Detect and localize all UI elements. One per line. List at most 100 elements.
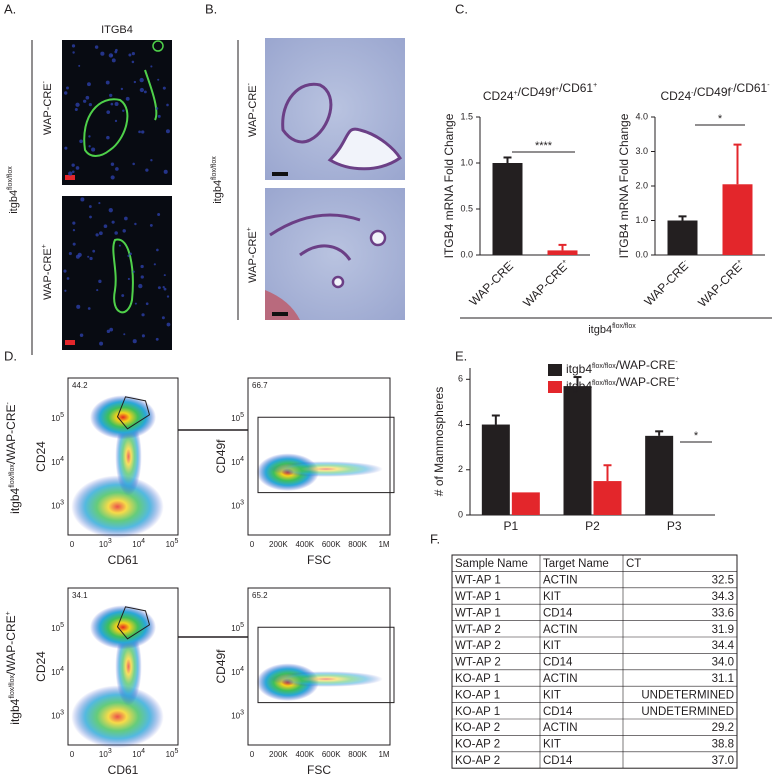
y-tick-label: 105 [231, 412, 244, 423]
y-tick-label: 103 [51, 500, 64, 511]
table-cell: UNDETERMINED [641, 706, 734, 718]
table-header-cell: Target Name [543, 558, 609, 570]
y-tick-label: 104 [231, 456, 244, 467]
x-tick-label-sup: 4 [141, 538, 145, 545]
table-cell: KIT [543, 739, 561, 751]
nucleus [140, 275, 144, 279]
nucleus [162, 285, 165, 289]
nucleus [122, 229, 126, 233]
row-label-part: /WAP-CRE [4, 405, 18, 465]
bar [547, 250, 578, 255]
x-tick-label: 400K [295, 540, 314, 549]
nucleus [71, 163, 75, 167]
nucleus [141, 334, 145, 338]
row-label-part: WAP-CRE [247, 85, 259, 137]
x-tick-label: 400K [295, 750, 314, 759]
x-axis-label: CD61 [108, 763, 139, 777]
nucleus [75, 166, 80, 170]
x-tick-label: 600K [322, 540, 341, 549]
nucleus [111, 58, 116, 63]
bar [492, 163, 523, 255]
legend-label: itgb4flox/flox/WAP-CRE+ [566, 375, 679, 393]
y-tick-label-sup: 3 [240, 710, 244, 717]
scale-bar [65, 340, 75, 345]
nucleus [129, 252, 132, 256]
x-tick-label: 103 [99, 538, 112, 549]
table-cell: 34.3 [712, 591, 734, 603]
nucleus [87, 82, 91, 87]
x-tick-label-sup: 3 [108, 538, 112, 545]
nucleus [139, 87, 144, 93]
bar [481, 424, 510, 515]
x-axis-label: FSC [307, 763, 331, 777]
x-tick-label-part: WAP-CRE [467, 259, 517, 309]
y-tick-label-part: 10 [231, 712, 240, 721]
y-tick-label-sup: 3 [60, 710, 64, 717]
table-cell: KO-AP 2 [455, 755, 500, 767]
panel-label: B. [205, 1, 217, 16]
scale-bar [65, 175, 75, 180]
nucleus [71, 170, 75, 174]
nucleus [122, 109, 125, 112]
row-label-part: itgb4 [8, 698, 22, 724]
nucleus [110, 175, 115, 180]
nucleus [157, 114, 161, 118]
row-label-sup: + [41, 244, 48, 248]
y-tick-label: 1.0 [460, 157, 473, 167]
table-cell: 33.6 [712, 607, 734, 619]
y-tick-label: 103 [231, 500, 244, 511]
gate-percentage: 65.2 [252, 591, 268, 600]
nucleus [157, 78, 160, 81]
x-tick-label-sup: + [736, 258, 744, 266]
x-tick-label-part: 800K [348, 540, 367, 549]
nucleus [138, 283, 143, 289]
panel-label: C. [455, 1, 468, 16]
nucleus [92, 249, 96, 253]
histology-detail [327, 127, 403, 171]
y-tick-label: 2.0 [635, 180, 648, 190]
nucleus [99, 231, 103, 236]
bar [722, 184, 753, 255]
nucleus [110, 162, 115, 166]
nucleus [91, 147, 96, 152]
y-tick-label: 103 [231, 710, 244, 721]
chart-title-sup: - [731, 86, 734, 93]
legend-label-part: /WAP-CRE [616, 358, 676, 372]
row-label: WAP-CRE- [246, 82, 259, 137]
nucleus [166, 322, 171, 327]
x-tick-label-part: 1M [378, 540, 389, 549]
y-tick-label: 3.0 [635, 146, 648, 156]
x-tick-label-sup: + [561, 258, 569, 266]
y-tick-label-sup: 5 [60, 622, 64, 629]
gate-percentage: 66.7 [252, 381, 268, 390]
x-tick-label-part: 10 [132, 540, 141, 549]
nucleus [88, 145, 91, 148]
table-cell: 34.4 [712, 640, 735, 652]
x-tick-label-part: 0 [70, 540, 75, 549]
legend-label-part: itgb4 [566, 362, 592, 376]
x-tick-label-part: 400K [295, 540, 314, 549]
nucleus [109, 327, 114, 332]
nucleus [111, 220, 115, 224]
x-tick-label: 104 [132, 538, 145, 549]
y-tick-label: 0.5 [460, 203, 473, 213]
y-tick-label: 103 [51, 710, 64, 721]
y-tick-label-sup: 4 [60, 666, 64, 673]
histology-detail [331, 275, 345, 289]
nucleus [118, 244, 121, 247]
x-tick-label: 0 [70, 750, 75, 759]
nucleus [127, 277, 130, 281]
bar [645, 435, 674, 515]
y-axis-label: # of Mammospheres [432, 387, 446, 496]
nucleus [87, 255, 90, 258]
table-cell: WT-AP 2 [455, 640, 501, 652]
nucleus [72, 51, 75, 54]
nucleus [134, 302, 137, 305]
y-axis-label: CD49f [214, 649, 228, 684]
nucleus [141, 313, 145, 317]
chart-title-sup: - [767, 82, 770, 89]
nucleus [114, 119, 118, 123]
chart-title-sup: + [593, 82, 597, 89]
x-tick-label-sup: 3 [108, 748, 112, 755]
x-tick-label-part: 10 [132, 750, 141, 759]
